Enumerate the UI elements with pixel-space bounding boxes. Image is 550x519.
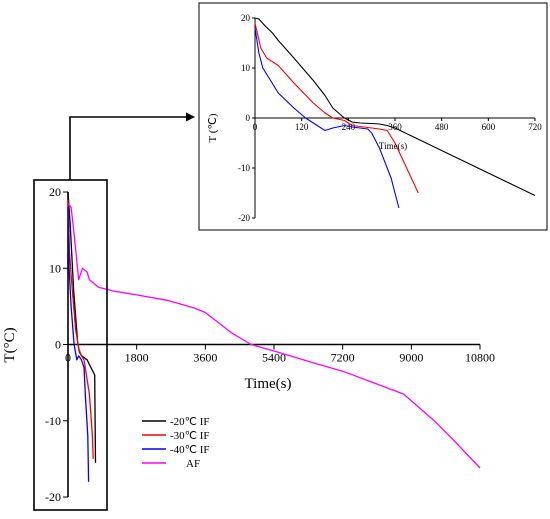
main-y-tick-label: 10 xyxy=(49,261,61,275)
legend-label: AF xyxy=(186,458,200,470)
main-x-tick-label: 7200 xyxy=(331,351,355,365)
inset-x-tick-label: 240 xyxy=(342,122,356,132)
main-y-tick-label: 0 xyxy=(55,338,61,352)
inset-x-tick-label: 360 xyxy=(388,122,402,132)
legend-label: -30℃ IF xyxy=(170,430,210,442)
main-x-tick-label: 0 xyxy=(65,351,71,365)
main-x-tick-label: 5400 xyxy=(262,351,286,365)
legend-label: -20℃ IF xyxy=(170,416,210,428)
main-y-tick-label: -10 xyxy=(45,414,61,428)
inset-x-tick-label: 480 xyxy=(435,122,449,132)
inset-x-axis-label: Time(s) xyxy=(379,141,407,151)
inset-series-line-1 xyxy=(254,22,419,194)
main-x-tick-label: 3600 xyxy=(193,351,217,365)
main-y-axis-label: T(°C) xyxy=(2,327,18,362)
inset-y-tick-label: 0 xyxy=(246,113,251,123)
zoom-arrow-head xyxy=(186,112,195,122)
inset-x-tick-label: 120 xyxy=(295,122,309,132)
inset-x-tick-label: 720 xyxy=(528,122,542,132)
main-y-tick-label: -20 xyxy=(45,490,61,504)
inset-x-tick-label: 0 xyxy=(253,122,258,132)
inset-y-tick-label: 20 xyxy=(241,13,251,23)
main-series-line-1 xyxy=(67,199,94,459)
main-chart: 20 10 0 -10 -20 0 1800 3600 5400 7200 9000 10800 T… xyxy=(2,185,495,504)
main-y-tick-label: 20 xyxy=(49,185,61,199)
inset-y-tick-label: 10 xyxy=(241,63,251,73)
inset-y-tick-label: -20 xyxy=(238,213,250,223)
main-series-line-2 xyxy=(67,207,90,482)
main-series-line-3 xyxy=(67,202,481,469)
main-x-axis-label: Time(s) xyxy=(245,376,292,392)
inset-x-tick-label: 600 xyxy=(482,122,496,132)
inset-frame xyxy=(198,2,548,231)
main-x-tick-label: 1800 xyxy=(125,351,149,365)
main-x-tick-label: 10800 xyxy=(465,351,495,365)
inset-y-tick-label: -10 xyxy=(238,163,250,173)
zoom-arrow-line xyxy=(69,116,187,180)
legend: -20℃ IF -30℃ IF -40℃ IF AF xyxy=(142,416,210,470)
inset-series-line-0 xyxy=(254,17,536,196)
inset-y-axis-label: T (℃) xyxy=(207,113,219,142)
legend-label: -40℃ IF xyxy=(170,444,210,456)
inset-series-line-2 xyxy=(254,27,400,209)
main-x-tick-label: 9000 xyxy=(399,351,423,365)
